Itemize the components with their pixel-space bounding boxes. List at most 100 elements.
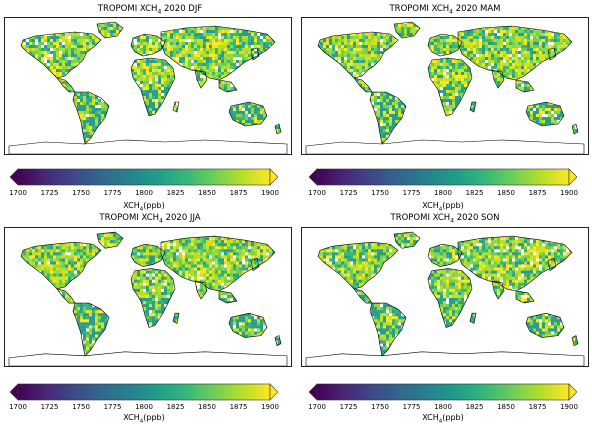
colorbar-tick-label: 1800 — [135, 189, 153, 197]
colorbar-tick-label: 1725 — [339, 403, 358, 411]
coastline-nz — [274, 123, 282, 135]
coastline-nz — [571, 123, 579, 135]
xch4-field — [318, 22, 578, 144]
colorbar-tick-label: 1850 — [497, 189, 515, 197]
colorbar-tick-label: 1825 — [166, 403, 185, 411]
colorbar-tick-label: 1750 — [72, 403, 90, 411]
colorbar-tick-label: 1775 — [103, 403, 122, 411]
xch4-field — [21, 232, 281, 356]
world-map — [301, 17, 589, 155]
panel-title: TROPOMI XCH4 2020 JJA — [99, 213, 201, 225]
coastline-namerica — [317, 241, 399, 290]
coastline-africa — [427, 57, 473, 117]
colorbar-extend-high — [269, 168, 279, 186]
colorbar — [308, 168, 578, 190]
colorbar-tick-label: 1825 — [465, 189, 484, 197]
coastline-japan — [250, 47, 260, 61]
coastline-seasia — [218, 290, 238, 304]
coastline-samerica — [72, 302, 110, 357]
coastline-asia — [457, 25, 573, 81]
coastline-europe — [130, 33, 166, 57]
coastline-africa — [130, 57, 176, 117]
colorbar-gradient — [9, 168, 279, 186]
coastline-asia — [160, 235, 276, 292]
coastline-japan — [547, 258, 557, 272]
colorbar-tick-label: 1725 — [40, 403, 59, 411]
coastline-japan — [250, 258, 260, 272]
colorbar-tick-label: 1800 — [434, 189, 452, 197]
colorbar-label: XCH4(ppb) — [123, 413, 165, 425]
coastline-japan — [547, 47, 557, 61]
world-map — [4, 227, 292, 367]
colorbar-body — [316, 168, 570, 186]
coastline-antarctica — [8, 351, 288, 366]
colorbar-gradient — [308, 168, 578, 186]
coastline-australia — [228, 312, 268, 338]
coastline-asia — [457, 235, 573, 292]
world-map — [301, 227, 589, 367]
coastline-africa — [130, 268, 176, 328]
colorbar-tick-label: 1875 — [229, 189, 248, 197]
coastline-namerica — [20, 241, 102, 290]
coastline-samerica — [72, 91, 110, 145]
coastline-seasia — [515, 290, 535, 304]
coastline-india — [491, 280, 505, 300]
panel-title: TROPOMI XCH4 2020 MAM — [389, 4, 501, 16]
colorbar-tick-label: 1850 — [497, 403, 515, 411]
coastline-europe — [427, 243, 463, 267]
coastline-australia — [228, 101, 268, 127]
colorbar-tick-label: 1700 — [308, 189, 326, 197]
coastline-greenland — [393, 231, 421, 249]
colorbar-body — [316, 383, 570, 401]
colorbar-tick-label: 1700 — [308, 403, 326, 411]
map-canvas — [305, 21, 585, 154]
colorbar-extend-low — [308, 168, 318, 186]
colorbar-label: XCH4(ppb) — [123, 201, 165, 213]
coastline-madagascar — [172, 101, 180, 113]
colorbar-tick-label: 1750 — [371, 403, 389, 411]
coastline-madagascar — [469, 101, 477, 113]
colorbar-label: XCH4(ppb) — [422, 413, 464, 425]
coastline-europe — [130, 243, 166, 267]
map-canvas — [305, 231, 585, 366]
xch4-field — [21, 22, 281, 144]
colorbar-tick-label: 1900 — [261, 189, 279, 197]
colorbar-gradient — [308, 383, 578, 401]
colorbar — [9, 383, 279, 405]
colorbar-tick-label: 1750 — [371, 189, 389, 197]
colorbar-tick-label: 1750 — [72, 189, 90, 197]
panel-title: TROPOMI XCH4 2020 DJF — [97, 4, 203, 16]
coastline-antarctica — [305, 351, 585, 366]
colorbar-tick-label: 1775 — [402, 403, 421, 411]
world-map — [4, 17, 292, 155]
map-canvas — [8, 21, 288, 154]
map-canvas — [8, 231, 288, 366]
coastline-europe — [427, 33, 463, 57]
colorbar — [9, 168, 279, 190]
coastline-namerica — [317, 31, 399, 79]
colorbar-extend-high — [568, 383, 578, 401]
colorbar-body — [17, 168, 271, 186]
coastline-namerica — [20, 31, 102, 79]
colorbar-tick-label: 1850 — [198, 189, 216, 197]
coastline-africa — [427, 268, 473, 328]
coastline-madagascar — [172, 312, 180, 324]
coastline-samerica — [369, 302, 407, 357]
colorbar-tick-label: 1850 — [198, 403, 216, 411]
colorbar-tick-label: 1725 — [339, 189, 358, 197]
colorbar-tick-label: 1875 — [528, 189, 547, 197]
colorbar-extend-low — [308, 383, 318, 401]
coastline-greenland — [96, 231, 124, 249]
coastline-nz — [274, 335, 282, 347]
colorbar-extend-low — [9, 168, 19, 186]
colorbar-body — [17, 383, 271, 401]
coastline-antarctica — [8, 139, 288, 154]
coastline-samerica — [369, 91, 407, 145]
colorbar-tick-label: 1700 — [9, 403, 27, 411]
coastline-india — [491, 69, 505, 89]
colorbar-tick-label: 1775 — [402, 189, 421, 197]
colorbar-tick-label: 1700 — [9, 189, 27, 197]
colorbar-tick-label: 1825 — [166, 189, 185, 197]
colorbar-label: XCH4(ppb) — [422, 201, 464, 213]
coastline-madagascar — [469, 312, 477, 324]
